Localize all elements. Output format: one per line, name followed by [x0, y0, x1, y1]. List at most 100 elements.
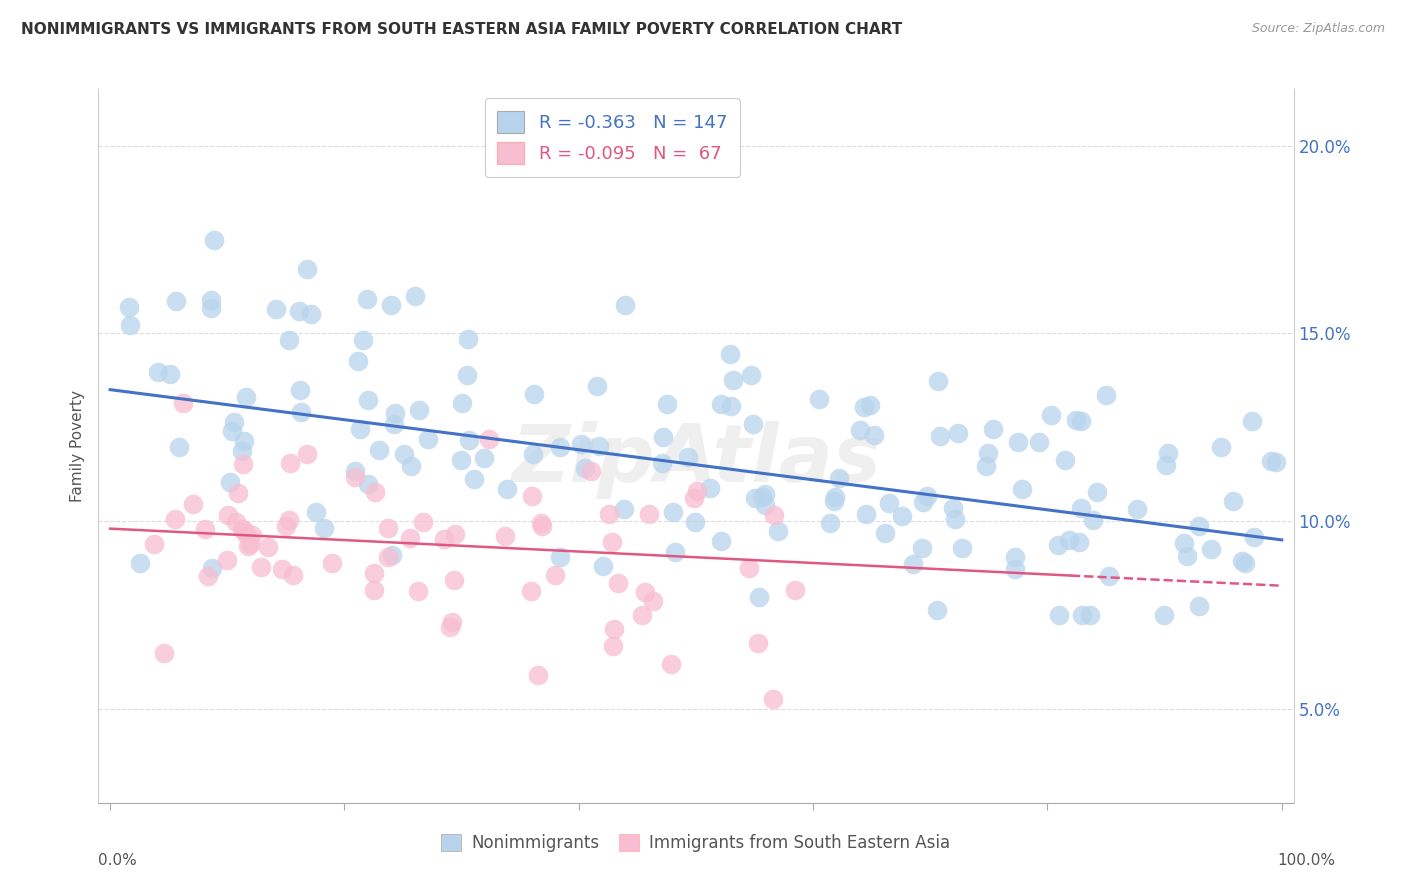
Point — [356, 477, 378, 491]
Point — [574, 461, 596, 475]
Point — [1004, 549, 1026, 564]
Point — [751, 490, 773, 504]
Point — [299, 307, 322, 321]
Point — [457, 332, 479, 346]
Point — [651, 457, 673, 471]
Point — [406, 583, 429, 598]
Point — [129, 556, 152, 570]
Point — [1154, 458, 1177, 472]
Point — [676, 450, 699, 464]
Point — [357, 392, 380, 407]
Point — [240, 528, 263, 542]
Point — [495, 482, 517, 496]
Point — [257, 540, 280, 554]
Point — [404, 289, 426, 303]
Point — [399, 531, 422, 545]
Point — [598, 507, 620, 521]
Text: 100.0%: 100.0% — [1278, 854, 1336, 868]
Point — [927, 375, 949, 389]
Point — [159, 367, 181, 381]
Point — [1007, 434, 1029, 449]
Point — [748, 591, 770, 605]
Point — [290, 383, 312, 397]
Point — [356, 292, 378, 306]
Point — [683, 516, 706, 530]
Point — [912, 495, 935, 509]
Point — [1039, 408, 1062, 422]
Point — [172, 396, 194, 410]
Point — [439, 620, 461, 634]
Point — [1078, 607, 1101, 622]
Point — [877, 496, 900, 510]
Point — [1260, 454, 1282, 468]
Point — [950, 541, 973, 555]
Point — [225, 516, 247, 530]
Point — [974, 459, 997, 474]
Point — [859, 398, 882, 412]
Point — [520, 583, 543, 598]
Point — [754, 498, 776, 512]
Point — [1209, 440, 1232, 454]
Point — [630, 607, 652, 622]
Point — [721, 373, 744, 387]
Point — [384, 406, 406, 420]
Point — [363, 566, 385, 581]
Point — [1125, 501, 1147, 516]
Point — [530, 516, 553, 531]
Point — [412, 515, 434, 529]
Point — [231, 522, 253, 536]
Point — [634, 585, 657, 599]
Point — [901, 557, 924, 571]
Point — [444, 526, 467, 541]
Point — [602, 639, 624, 653]
Point — [367, 443, 389, 458]
Point — [456, 368, 478, 383]
Point — [1098, 569, 1121, 583]
Point — [312, 521, 335, 535]
Point — [1199, 542, 1222, 557]
Point — [641, 593, 664, 607]
Point — [1188, 599, 1211, 613]
Point — [231, 444, 253, 458]
Point — [239, 536, 262, 550]
Point — [235, 527, 257, 541]
Point — [740, 368, 762, 382]
Point — [1188, 519, 1211, 533]
Point — [977, 446, 1000, 460]
Point — [600, 535, 623, 549]
Point — [941, 501, 963, 516]
Point — [219, 475, 242, 490]
Point — [418, 432, 440, 446]
Point — [277, 333, 299, 347]
Point — [148, 365, 170, 379]
Text: Source: ZipAtlas.com: Source: ZipAtlas.com — [1251, 22, 1385, 36]
Point — [1087, 484, 1109, 499]
Point — [1011, 483, 1033, 497]
Point — [463, 472, 485, 486]
Point — [579, 464, 602, 478]
Point — [152, 646, 174, 660]
Point — [194, 522, 217, 536]
Point — [820, 516, 842, 531]
Point — [651, 430, 673, 444]
Point — [983, 422, 1005, 436]
Point — [613, 502, 636, 516]
Point — [271, 562, 294, 576]
Point — [943, 511, 966, 525]
Point — [118, 318, 141, 333]
Point — [295, 447, 318, 461]
Point — [737, 561, 759, 575]
Point — [443, 574, 465, 588]
Point — [352, 333, 374, 347]
Point — [1028, 434, 1050, 449]
Point — [165, 293, 187, 308]
Point — [890, 509, 912, 524]
Point — [606, 576, 628, 591]
Point — [827, 471, 849, 485]
Point — [873, 525, 896, 540]
Point — [181, 497, 204, 511]
Point — [202, 233, 225, 247]
Point — [544, 567, 567, 582]
Point — [1222, 494, 1244, 508]
Point — [1054, 453, 1077, 467]
